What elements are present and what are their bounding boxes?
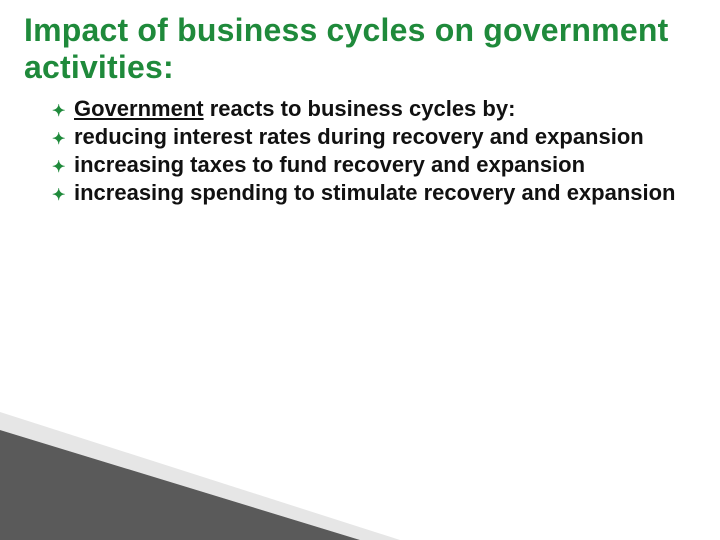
bullet-marker-icon: ✦ (52, 154, 74, 182)
bullet-marker-icon: ✦ (52, 98, 74, 126)
bullet-text: Government reacts to business cycles by: (74, 96, 696, 123)
bullet-lead-underlined: Government (74, 96, 204, 121)
corner-decor (0, 410, 400, 540)
slide: Impact of business cycles on government … (0, 0, 720, 540)
bullet-list: ✦ Government reacts to business cycles b… (24, 96, 696, 208)
bullet-item: ✦ increasing taxes to fund recovery and … (52, 152, 696, 180)
decor-dark-triangle (0, 430, 360, 540)
slide-title: Impact of business cycles on government … (24, 12, 696, 86)
bullet-item: ✦ reducing interest rates during recover… (52, 124, 696, 152)
bullet-text: increasing taxes to fund recovery and ex… (74, 152, 696, 179)
bullet-text: increasing spending to stimulate recover… (74, 180, 696, 207)
bullet-marker-icon: ✦ (52, 126, 74, 154)
decor-light-triangle (0, 412, 400, 540)
bullet-marker-icon: ✦ (52, 182, 74, 210)
bullet-item: ✦ increasing spending to stimulate recov… (52, 180, 696, 208)
bullet-rest: reacts to business cycles by: (204, 96, 516, 121)
bullet-item: ✦ Government reacts to business cycles b… (52, 96, 696, 124)
bullet-text: reducing interest rates during recovery … (74, 124, 696, 151)
